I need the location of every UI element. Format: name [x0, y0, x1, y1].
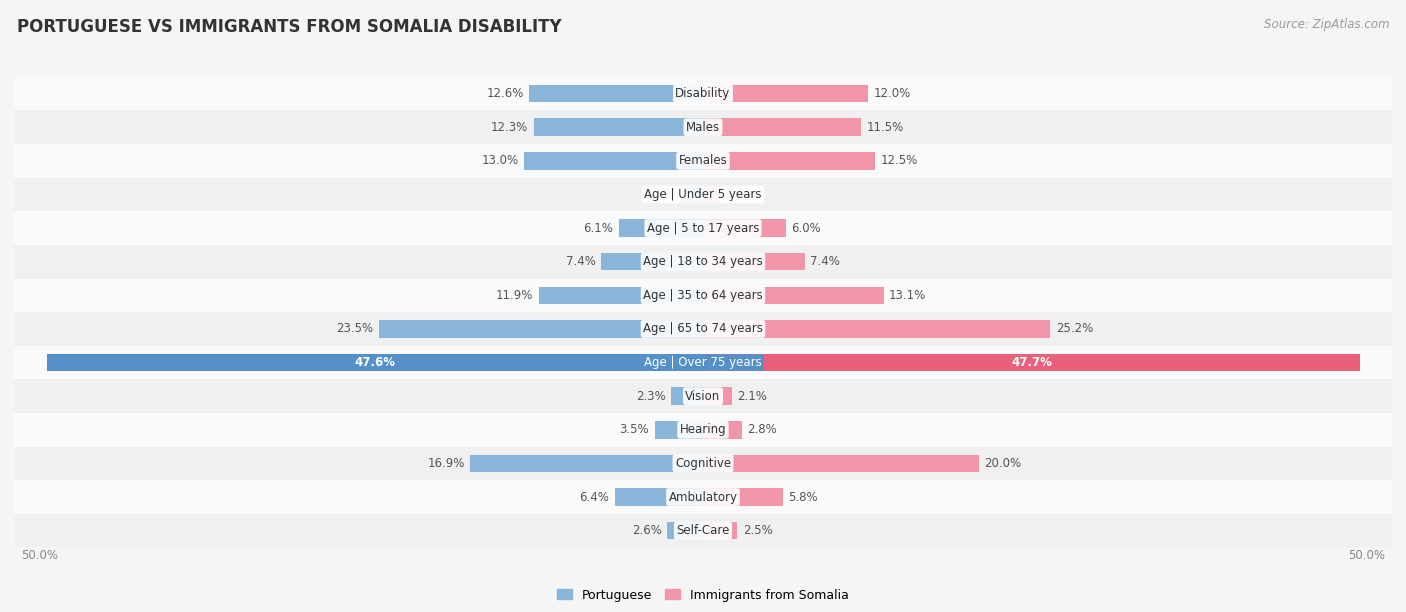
- Bar: [14, 447, 1392, 480]
- Text: 1.6%: 1.6%: [645, 188, 675, 201]
- Text: 25.2%: 25.2%: [1056, 323, 1092, 335]
- Bar: [703, 488, 783, 506]
- Text: 12.0%: 12.0%: [875, 87, 911, 100]
- Text: 12.3%: 12.3%: [491, 121, 529, 134]
- Bar: [614, 488, 703, 506]
- Bar: [703, 219, 786, 237]
- Bar: [14, 312, 1392, 346]
- Bar: [14, 480, 1392, 514]
- Bar: [14, 379, 1392, 413]
- Text: 47.7%: 47.7%: [1011, 356, 1052, 369]
- Text: 3.5%: 3.5%: [620, 424, 650, 436]
- Text: 5.8%: 5.8%: [789, 490, 818, 504]
- Text: 7.4%: 7.4%: [810, 255, 841, 268]
- Text: 13.0%: 13.0%: [481, 154, 519, 167]
- Text: 12.5%: 12.5%: [880, 154, 918, 167]
- Text: 6.1%: 6.1%: [583, 222, 613, 234]
- Text: 2.1%: 2.1%: [738, 390, 768, 403]
- Bar: [14, 245, 1392, 278]
- Bar: [48, 354, 703, 371]
- Bar: [703, 455, 979, 472]
- Text: Age | Over 75 years: Age | Over 75 years: [644, 356, 762, 369]
- Bar: [538, 286, 703, 304]
- Bar: [380, 320, 703, 338]
- Bar: [703, 286, 883, 304]
- Bar: [703, 421, 741, 439]
- Text: Disability: Disability: [675, 87, 731, 100]
- Text: 50.0%: 50.0%: [21, 549, 58, 562]
- Text: Hearing: Hearing: [679, 424, 727, 436]
- Text: 2.3%: 2.3%: [636, 390, 666, 403]
- Bar: [655, 421, 703, 439]
- Bar: [14, 76, 1392, 110]
- Text: 50.0%: 50.0%: [1348, 549, 1385, 562]
- Text: 11.9%: 11.9%: [496, 289, 533, 302]
- Legend: Portuguese, Immigrants from Somalia: Portuguese, Immigrants from Somalia: [553, 584, 853, 606]
- Bar: [14, 110, 1392, 144]
- Bar: [14, 346, 1392, 379]
- Text: 11.5%: 11.5%: [868, 121, 904, 134]
- Text: 6.0%: 6.0%: [792, 222, 821, 234]
- Bar: [703, 522, 738, 539]
- Text: Cognitive: Cognitive: [675, 457, 731, 470]
- Bar: [703, 320, 1050, 338]
- Text: 20.0%: 20.0%: [984, 457, 1021, 470]
- Text: Vision: Vision: [685, 390, 721, 403]
- Bar: [703, 253, 806, 271]
- Bar: [600, 253, 703, 271]
- Bar: [703, 185, 721, 203]
- Text: Females: Females: [679, 154, 727, 167]
- Text: Age | 18 to 34 years: Age | 18 to 34 years: [643, 255, 763, 268]
- Text: 7.4%: 7.4%: [565, 255, 596, 268]
- Text: Age | 65 to 74 years: Age | 65 to 74 years: [643, 323, 763, 335]
- Bar: [703, 152, 875, 170]
- Bar: [703, 354, 1360, 371]
- Bar: [14, 144, 1392, 177]
- Bar: [668, 522, 703, 539]
- Text: Ambulatory: Ambulatory: [668, 490, 738, 504]
- Bar: [14, 514, 1392, 548]
- Text: 47.6%: 47.6%: [354, 356, 395, 369]
- Text: 13.1%: 13.1%: [889, 289, 927, 302]
- Bar: [703, 387, 733, 405]
- Text: 23.5%: 23.5%: [336, 323, 374, 335]
- Bar: [524, 152, 703, 170]
- Text: Self-Care: Self-Care: [676, 524, 730, 537]
- Text: 2.8%: 2.8%: [747, 424, 778, 436]
- Bar: [703, 85, 869, 102]
- Text: Males: Males: [686, 121, 720, 134]
- Bar: [14, 177, 1392, 211]
- Text: 12.6%: 12.6%: [486, 87, 524, 100]
- Bar: [619, 219, 703, 237]
- Text: 2.6%: 2.6%: [631, 524, 662, 537]
- Bar: [681, 185, 703, 203]
- Bar: [671, 387, 703, 405]
- Bar: [14, 278, 1392, 312]
- Text: 1.3%: 1.3%: [727, 188, 756, 201]
- Text: 16.9%: 16.9%: [427, 457, 464, 470]
- Text: Age | 5 to 17 years: Age | 5 to 17 years: [647, 222, 759, 234]
- Bar: [533, 119, 703, 136]
- Text: Age | 35 to 64 years: Age | 35 to 64 years: [643, 289, 763, 302]
- Bar: [703, 119, 862, 136]
- Text: Age | Under 5 years: Age | Under 5 years: [644, 188, 762, 201]
- Text: PORTUGUESE VS IMMIGRANTS FROM SOMALIA DISABILITY: PORTUGUESE VS IMMIGRANTS FROM SOMALIA DI…: [17, 18, 561, 36]
- Bar: [14, 211, 1392, 245]
- Text: 2.5%: 2.5%: [742, 524, 773, 537]
- Bar: [14, 413, 1392, 447]
- Bar: [530, 85, 703, 102]
- Bar: [470, 455, 703, 472]
- Text: Source: ZipAtlas.com: Source: ZipAtlas.com: [1264, 18, 1389, 31]
- Text: 6.4%: 6.4%: [579, 490, 609, 504]
